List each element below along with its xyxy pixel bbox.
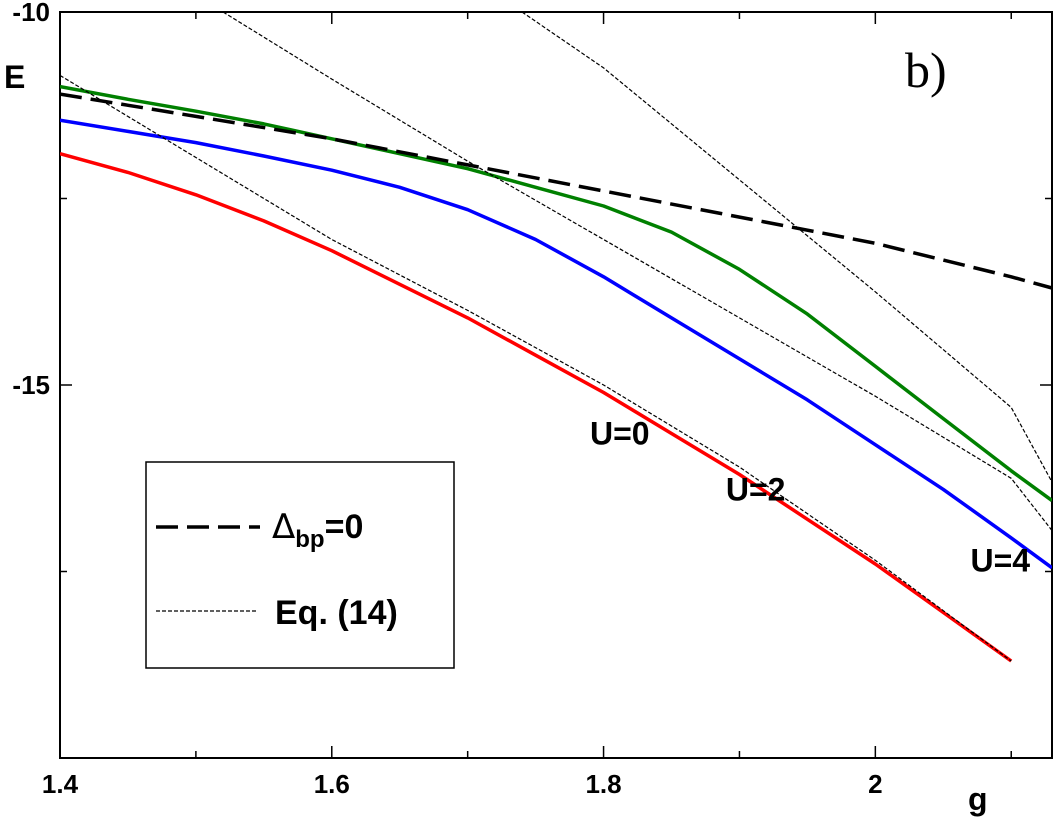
y-axis-title: E: [4, 59, 25, 95]
legend-subscript: bp: [295, 526, 324, 553]
curve-label: U=2: [726, 472, 786, 508]
axis-tick-labels: 1.4 1.6 1.8 2 -10 -15: [12, 0, 882, 799]
legend: Δbp=0 Eq. (14): [145, 461, 455, 669]
legend-suffix: =0: [325, 508, 364, 546]
x-tick-label: 2: [868, 769, 882, 799]
x-tick-label: 1.4: [42, 769, 79, 799]
series-line: [60, 84, 1052, 503]
legend-delta-symbol: Δ: [272, 507, 295, 547]
y-tick-label: -15: [12, 370, 50, 400]
curve-labels: U=0 U=2 U=4: [590, 416, 1030, 579]
axis-ticks: [59, 11, 1052, 758]
series-line: [60, 152, 1013, 663]
series-line: [222, 12, 1052, 531]
curve-label: U=0: [590, 416, 650, 452]
legend-entry-eq14: Eq. (14): [275, 594, 398, 632]
x-tick-label: 1.6: [314, 769, 350, 799]
series-line: [60, 92, 1052, 290]
series-line: [60, 118, 1052, 570]
x-tick-label: 1.8: [585, 769, 621, 799]
curve-label: U=4: [970, 543, 1030, 579]
panel-label: b): [905, 42, 947, 98]
series-line: [60, 74, 1012, 662]
x-axis-title: g: [968, 781, 988, 817]
series-line: [521, 12, 1052, 483]
legend-box: [145, 461, 455, 669]
curves: [60, 12, 1052, 663]
legend-entry-delta-bp: Δbp=0: [272, 507, 363, 553]
y-tick-label: -10: [12, 0, 50, 27]
